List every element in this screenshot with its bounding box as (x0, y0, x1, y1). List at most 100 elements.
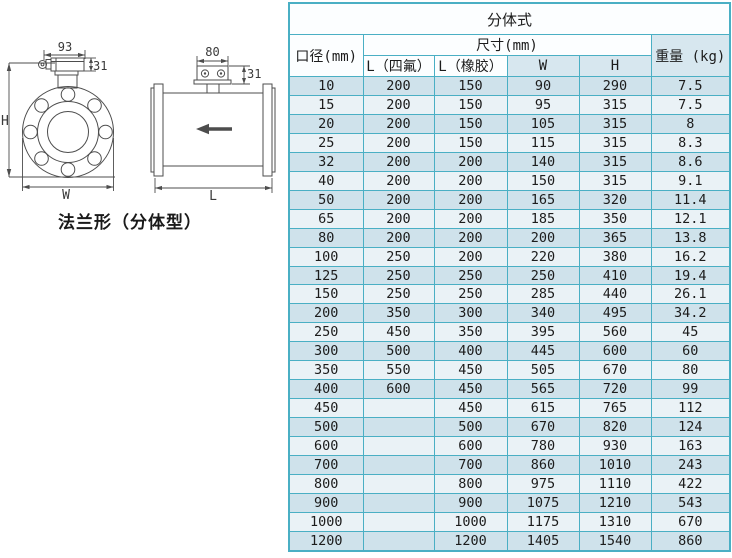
flowmeter-drawing: 93 31 H W 80 31 L 法兰形（分体型） (0, 0, 287, 554)
table-cell: 600 (433, 436, 508, 457)
table-cell: 800 (433, 474, 508, 494)
table-row: 80 200 200 200 365 13.8 (288, 227, 731, 248)
table-cell: 250 (506, 265, 580, 286)
header-w: W (506, 55, 580, 77)
table-cell: 1000 (433, 511, 508, 532)
table-cell: 340 (506, 303, 580, 324)
table-cell: 615 (506, 398, 580, 419)
table-cell: 250 (288, 322, 364, 343)
table-cell: 45 (650, 322, 731, 343)
table-cell: 290 (578, 76, 652, 96)
table-cell: 200 (362, 208, 435, 229)
table-row: 200 350 300 340 495 34.2 (288, 303, 731, 324)
table-cell: 200 (288, 303, 364, 324)
dimension-L (154, 178, 273, 193)
table-cell: 1110 (578, 474, 652, 494)
table-cell (362, 417, 435, 438)
table-cell (362, 511, 435, 532)
table-cell: 200 (362, 132, 435, 153)
table-cell: 500 (288, 417, 364, 438)
table-cell: 445 (506, 341, 580, 362)
table-row: 32 200 200 140 315 8.6 (288, 151, 731, 172)
table-cell: 200 (433, 208, 508, 229)
label-31-front: 31 (93, 59, 107, 73)
table-cell: 450 (433, 398, 508, 419)
table-cell: 505 (506, 360, 580, 381)
table-cell: 350 (433, 322, 508, 343)
table-row: 500 500 670 820 124 (288, 417, 731, 438)
table-cell: 285 (506, 284, 580, 305)
table-cell: 112 (650, 398, 731, 419)
table-row: 800 800 975 1110 422 (288, 474, 731, 494)
table-cell: 8.6 (650, 151, 731, 172)
table-cell: 780 (506, 436, 580, 457)
table-cell: 7.5 (650, 94, 731, 115)
table-cell: 250 (433, 265, 508, 286)
table-cell: 422 (650, 474, 731, 494)
table-cell: 1200 (288, 530, 364, 552)
table-cell (362, 455, 435, 476)
flow-arrow-icon (196, 123, 232, 135)
table-cell: 1540 (578, 530, 652, 552)
table-cell: 300 (288, 341, 364, 362)
dimension-31-side (229, 65, 250, 85)
table-cell: 250 (362, 284, 435, 305)
table-cell: 220 (506, 246, 580, 267)
drawing-caption: 法兰形（分体型） (58, 213, 202, 233)
table-cell: 95 (506, 94, 580, 115)
label-93: 93 (58, 40, 72, 54)
table-row: 400 600 450 565 720 99 (288, 379, 731, 400)
table-cell: 65 (288, 208, 364, 229)
table-cell: 19.4 (650, 265, 731, 286)
table-cell: 8.3 (650, 132, 731, 153)
header-l-ptfe: L（四氟） (362, 55, 435, 77)
table-cell: 124 (650, 417, 731, 438)
table-row: 100 250 200 220 380 16.2 (288, 246, 731, 267)
table-cell: 250 (362, 246, 435, 267)
table-cell: 315 (578, 151, 652, 172)
table-cell: 440 (578, 284, 652, 305)
flowmeter-drawing-svg: 93 31 H W 80 31 L (1, 40, 276, 204)
table-cell: 543 (650, 492, 731, 513)
table-cell: 165 (506, 189, 580, 210)
table-cell: 200 (433, 151, 508, 172)
table-cell: 860 (506, 455, 580, 476)
table-cell: 1405 (506, 530, 580, 552)
table-cell: 1000 (288, 511, 364, 532)
table-cell: 200 (433, 227, 508, 248)
spec-table-container: 分体式 口径(mm) 尺寸(mm) 重量 (kg) L（四氟） L（橡胶） W … (288, 2, 732, 552)
table-cell: 7.5 (650, 76, 731, 96)
table-row: 1200 1200 1405 1540 860 (288, 530, 731, 552)
table-title: 分体式 (288, 2, 731, 35)
header-l-rubber: L（橡胶） (433, 55, 508, 77)
table-cell: 450 (433, 379, 508, 400)
table-cell: 200 (362, 151, 435, 172)
table-cell: 105 (506, 113, 580, 134)
table-cell: 1210 (578, 492, 652, 513)
table-cell: 600 (578, 341, 652, 362)
table-cell: 560 (578, 322, 652, 343)
table-cell: 800 (288, 474, 364, 494)
table-row: 40 200 200 150 315 9.1 (288, 170, 731, 191)
table-cell: 600 (362, 379, 435, 400)
table-cell: 15 (288, 94, 364, 115)
table-cell: 975 (506, 474, 580, 494)
table-row: 900 900 1075 1210 543 (288, 492, 731, 513)
table-cell: 150 (433, 113, 508, 134)
table-cell: 700 (433, 455, 508, 476)
table-cell: 765 (578, 398, 652, 419)
table-cell: 500 (433, 417, 508, 438)
label-31-side: 31 (247, 67, 261, 81)
table-cell (362, 530, 435, 552)
dimension-31-front (84, 57, 96, 72)
table-cell (362, 492, 435, 513)
dimension-80 (196, 56, 229, 66)
table-cell: 820 (578, 417, 652, 438)
table-cell: 13.8 (650, 227, 731, 248)
table-row: 65 200 200 185 350 12.1 (288, 208, 731, 229)
table-cell: 450 (433, 360, 508, 381)
table-cell: 400 (433, 341, 508, 362)
table-row: 350 550 450 505 670 80 (288, 360, 731, 381)
table-cell: 860 (650, 530, 731, 552)
table-cell: 720 (578, 379, 652, 400)
